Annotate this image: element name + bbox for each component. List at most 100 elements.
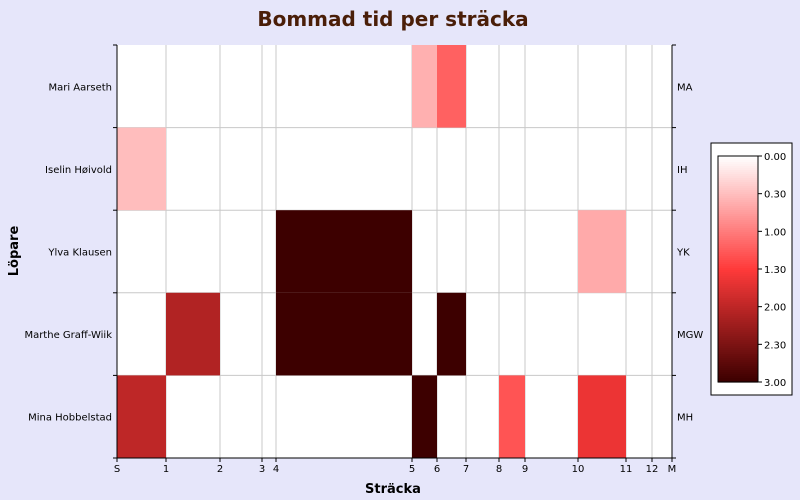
legend-color-step [718,170,758,173]
legend-tick-label: 0.00 [764,152,786,163]
heatmap-cell [276,210,412,293]
runner-name-label: Marthe Graff-Wiik [24,330,112,341]
legend-color-step [718,316,758,319]
x-tick-label: 11 [620,464,633,475]
legend-color-step [718,366,758,369]
legend-color-step [718,188,758,191]
legend-color-step [718,368,758,371]
legend-color-step [718,262,758,265]
legend-color-step [718,218,758,221]
legend-color-step [718,356,758,359]
legend-color-step [718,156,758,159]
x-axis-title: Sträcka [365,482,421,497]
legend-color-step [718,226,758,229]
legend-color-step [718,288,758,291]
runner-code-label: YK [676,248,690,259]
runner-name-label: Iselin Høivold [45,165,112,176]
legend-color-step [718,380,758,383]
color-legend: 0.00 0.30 1.00 1.30 2.00 2.30 3.00 [710,142,793,396]
legend-color-step [718,276,758,279]
legend-color-step [718,242,758,245]
legend-color-step [718,282,758,285]
legend-color-step [718,200,758,203]
legend-color-step [718,292,758,295]
legend-color-step [718,194,758,197]
legend-color-step [718,294,758,297]
x-tick-label: 10 [572,464,585,475]
legend-color-step [718,354,758,357]
legend-color-step [718,238,758,241]
legend-color-step [718,358,758,361]
legend-color-step [718,250,758,253]
x-tick-label: 12 [646,464,659,475]
legend-color-step [718,210,758,213]
legend-color-step [718,182,758,185]
legend-color-step [718,204,758,207]
legend-color-step [718,222,758,225]
legend-color-step [718,318,758,321]
legend-color-step [718,214,758,217]
legend-tick-label: 2.00 [764,303,786,314]
heatmap-cell [412,375,437,458]
legend-color-step [718,308,758,311]
legend-color-step [718,346,758,349]
legend-color-step [718,186,758,189]
legend-color-step [718,236,758,239]
legend-color-step [718,176,758,179]
legend-color-step [718,330,758,333]
heatmap-cell [499,375,525,458]
legend-color-step [718,252,758,255]
legend-color-step [718,232,758,235]
legend-color-step [718,304,758,307]
legend-color-step [718,342,758,345]
legend-color-step [718,362,758,365]
legend-color-step [718,378,758,381]
legend-color-step [718,274,758,277]
legend-color-step [718,364,758,367]
legend-color-step [718,278,758,281]
legend-color-step [718,162,758,165]
legend-color-step [718,286,758,289]
legend-color-step [718,178,758,181]
legend-color-step [718,190,758,193]
x-tick-label: S [114,464,120,475]
x-tick-label: 7 [463,464,469,475]
legend-color-step [718,212,758,215]
x-tick-label: 9 [522,464,528,475]
runner-name-label: Mari Aarseth [48,82,112,93]
legend-color-step [718,280,758,283]
legend-color-step [718,244,758,247]
legend-color-step [718,174,758,177]
heatmap-cells [117,45,626,458]
legend-color-step [718,306,758,309]
legend-color-step [718,374,758,377]
legend-color-step [718,290,758,293]
x-tick-label: 1 [163,464,169,475]
legend-color-step [718,372,758,375]
legend-color-step [718,202,758,205]
legend-color-step [718,228,758,231]
legend-color-step [718,254,758,257]
runner-name-label: Ylva Klausen [47,248,112,259]
legend-color-step [718,220,758,223]
legend-color-step [718,312,758,315]
legend-color-step [718,184,758,187]
legend-color-step [718,206,758,209]
legend-color-step [718,350,758,353]
legend-color-step [718,256,758,259]
axes [113,44,676,462]
legend-color-step [718,266,758,269]
legend-color-step [718,324,758,327]
legend-color-step [718,326,758,329]
legend-color-step [718,370,758,373]
legend-color-step [718,338,758,341]
legend-color-step [718,332,758,335]
legend-tick-label: 2.30 [764,340,786,351]
legend-color-step [718,284,758,287]
legend-color-step [718,376,758,379]
legend-color-step [718,336,758,339]
legend-color-step [718,310,758,313]
legend-color-step [718,172,758,175]
legend-color-step [718,300,758,303]
